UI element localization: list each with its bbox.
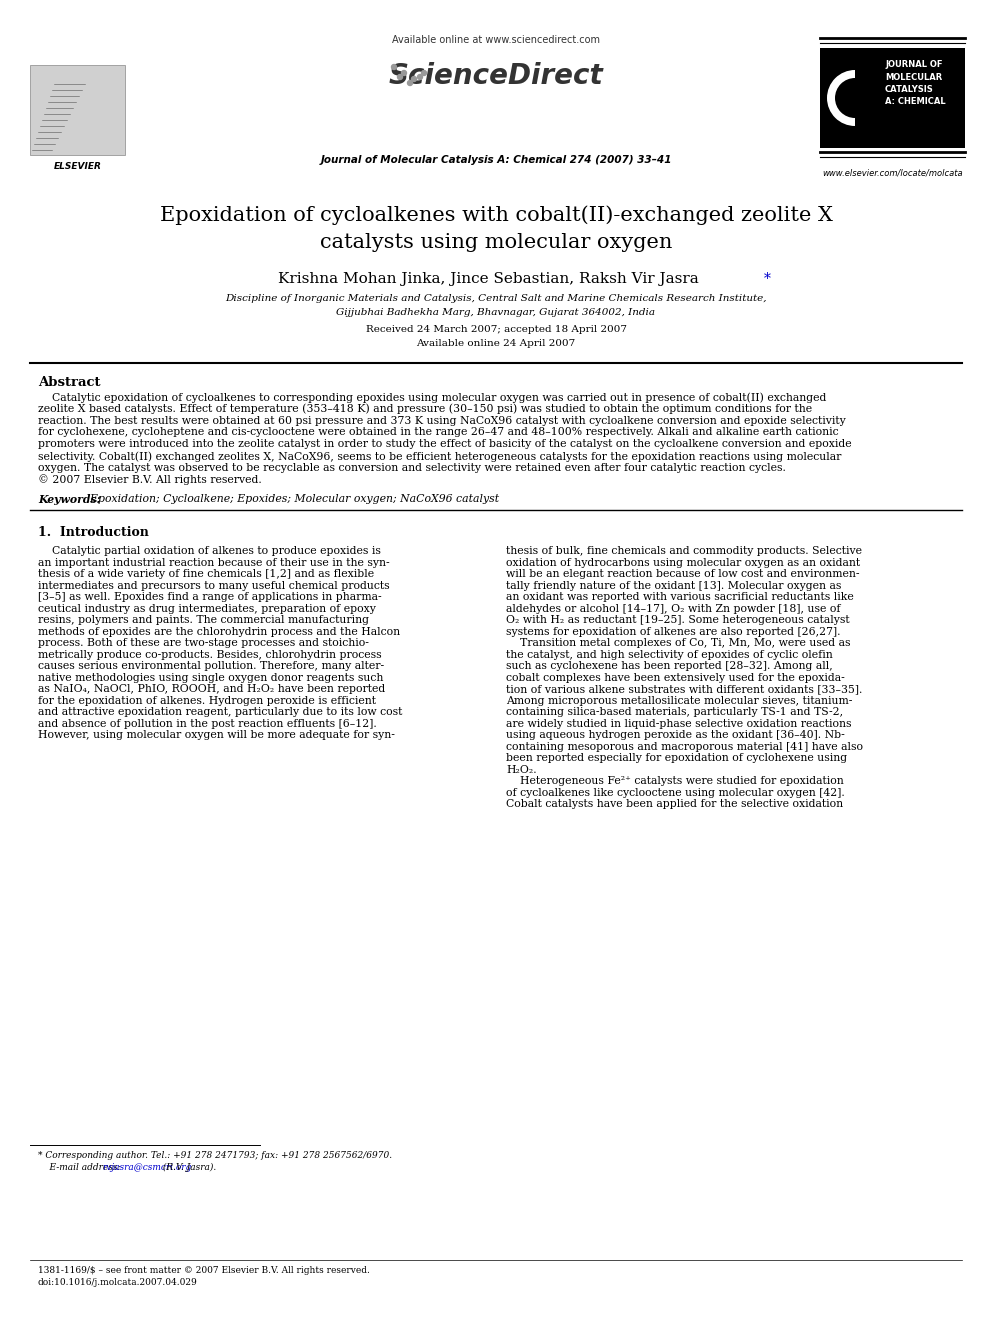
Circle shape (408, 81, 413, 86)
Circle shape (835, 78, 875, 118)
Text: Epoxidation; Cycloalkene; Epoxides; Molecular oxygen; NaCoX96 catalyst: Epoxidation; Cycloalkene; Epoxides; Mole… (83, 495, 499, 504)
Text: are widely studied in liquid-phase selective oxidation reactions: are widely studied in liquid-phase selec… (506, 718, 851, 729)
Text: Available online at www.sciencedirect.com: Available online at www.sciencedirect.co… (392, 34, 600, 45)
Text: aldehydes or alcohol [14–17], O₂ with Zn powder [18], use of: aldehydes or alcohol [14–17], O₂ with Zn… (506, 603, 840, 614)
Text: for cyclohexene, cycloheptene and cis-cyclooctene were obtained in the range 26–: for cyclohexene, cycloheptene and cis-cy… (38, 427, 838, 438)
Text: [3–5] as well. Epoxides find a range of applications in pharma-: [3–5] as well. Epoxides find a range of … (38, 593, 382, 602)
Text: the catalyst, and high selectivity of epoxides of cyclic olefin: the catalyst, and high selectivity of ep… (506, 650, 832, 660)
Text: doi:10.1016/j.molcata.2007.04.029: doi:10.1016/j.molcata.2007.04.029 (38, 1278, 197, 1287)
Text: an important industrial reaction because of their use in the syn-: an important industrial reaction because… (38, 558, 390, 568)
Text: ScienceDirect: ScienceDirect (389, 62, 603, 90)
Text: thesis of a wide variety of fine chemicals [1,2] and as flexible: thesis of a wide variety of fine chemica… (38, 569, 374, 579)
Text: www.elsevier.com/locate/molcata: www.elsevier.com/locate/molcata (822, 168, 963, 177)
Text: JOURNAL OF
MOLECULAR
CATALYSIS
A: CHEMICAL: JOURNAL OF MOLECULAR CATALYSIS A: CHEMIC… (885, 60, 945, 106)
Circle shape (418, 74, 423, 79)
Text: thesis of bulk, fine chemicals and commodity products. Selective: thesis of bulk, fine chemicals and commo… (506, 546, 862, 557)
Text: 1381-1169/$ – see front matter © 2007 Elsevier B.V. All rights reserved.: 1381-1169/$ – see front matter © 2007 El… (38, 1266, 370, 1275)
Text: *: * (764, 273, 771, 286)
Text: Krishna Mohan Jinka, Jince Sebastian, Raksh Vir Jasra: Krishna Mohan Jinka, Jince Sebastian, Ra… (278, 273, 698, 286)
Text: and absence of pollution in the post reaction effluents [6–12].: and absence of pollution in the post rea… (38, 718, 377, 729)
Text: Gijjubhai Badhekha Marg, Bhavnagar, Gujarat 364002, India: Gijjubhai Badhekha Marg, Bhavnagar, Guja… (336, 308, 656, 318)
Text: for the epoxidation of alkenes. Hydrogen peroxide is efficient: for the epoxidation of alkenes. Hydrogen… (38, 696, 376, 706)
Bar (820, 48, 965, 148)
Text: been reported especially for epoxidation of cyclohexene using: been reported especially for epoxidation… (506, 753, 847, 763)
Circle shape (402, 70, 407, 75)
Circle shape (827, 70, 883, 126)
Text: such as cyclohexene has been reported [28–32]. Among all,: such as cyclohexene has been reported [2… (506, 662, 832, 671)
Bar (855, 48, 885, 143)
Text: O₂ with H₂ as reductant [19–25]. Some heterogeneous catalyst: O₂ with H₂ as reductant [19–25]. Some he… (506, 615, 849, 626)
Text: Keywords:: Keywords: (38, 495, 100, 505)
Text: methods of epoxides are the chlorohydrin process and the Halcon: methods of epoxides are the chlorohydrin… (38, 627, 400, 636)
Text: Abstract: Abstract (38, 376, 100, 389)
Text: Received 24 March 2007; accepted 18 April 2007: Received 24 March 2007; accepted 18 Apri… (365, 325, 627, 333)
Circle shape (398, 74, 403, 79)
Text: ELSEVIER: ELSEVIER (54, 161, 102, 171)
Text: oxidation of hydrocarbons using molecular oxygen as an oxidant: oxidation of hydrocarbons using molecula… (506, 558, 860, 568)
Circle shape (392, 65, 397, 70)
Text: Epoxidation of cycloalkenes with cobalt(II)-exchanged zeolite X: Epoxidation of cycloalkenes with cobalt(… (160, 205, 832, 225)
Text: zeolite X based catalysts. Effect of temperature (353–418 K) and pressure (30–15: zeolite X based catalysts. Effect of tem… (38, 404, 812, 414)
Text: as NaIO₄, NaOCl, PhIO, ROOOH, and H₂O₂ have been reported: as NaIO₄, NaOCl, PhIO, ROOOH, and H₂O₂ h… (38, 684, 385, 695)
Text: promoters were introduced into the zeolite catalyst in order to study the effect: promoters were introduced into the zeoli… (38, 439, 851, 450)
Text: causes serious environmental pollution. Therefore, many alter-: causes serious environmental pollution. … (38, 662, 384, 671)
Text: rvjasra@csmcri.org: rvjasra@csmcri.org (102, 1163, 191, 1172)
Text: Catalytic epoxidation of cycloalkenes to corresponding epoxides using molecular : Catalytic epoxidation of cycloalkenes to… (38, 392, 826, 402)
Text: containing mesoporous and macroporous material [41] have also: containing mesoporous and macroporous ma… (506, 742, 863, 751)
Text: will be an elegant reaction because of low cost and environmen-: will be an elegant reaction because of l… (506, 569, 859, 579)
Circle shape (422, 70, 427, 75)
Text: ceutical industry as drug intermediates, preparation of epoxy: ceutical industry as drug intermediates,… (38, 603, 376, 614)
Text: an oxidant was reported with various sacrificial reductants like: an oxidant was reported with various sac… (506, 593, 854, 602)
Text: tally friendly nature of the oxidant [13]. Molecular oxygen as: tally friendly nature of the oxidant [13… (506, 581, 841, 591)
Text: native methodologies using single oxygen donor reagents such: native methodologies using single oxygen… (38, 673, 383, 683)
Circle shape (412, 77, 417, 82)
Text: Catalytic partial oxidation of alkenes to produce epoxides is: Catalytic partial oxidation of alkenes t… (38, 546, 381, 557)
Text: cobalt complexes have been extensively used for the epoxida-: cobalt complexes have been extensively u… (506, 673, 845, 683)
Text: catalysts using molecular oxygen: catalysts using molecular oxygen (319, 233, 673, 251)
Text: * Corresponding author. Tel.: +91 278 2471793; fax: +91 278 2567562/6970.: * Corresponding author. Tel.: +91 278 24… (38, 1151, 392, 1160)
Text: using aqueous hydrogen peroxide as the oxidant [36–40]. Nb-: using aqueous hydrogen peroxide as the o… (506, 730, 845, 741)
Text: Available online 24 April 2007: Available online 24 April 2007 (417, 339, 575, 348)
Text: intermediates and precursors to many useful chemical products: intermediates and precursors to many use… (38, 581, 390, 591)
Text: © 2007 Elsevier B.V. All rights reserved.: © 2007 Elsevier B.V. All rights reserved… (38, 475, 262, 486)
Text: 1.  Introduction: 1. Introduction (38, 527, 149, 540)
Text: Cobalt catalysts have been applied for the selective oxidation: Cobalt catalysts have been applied for t… (506, 799, 843, 810)
Text: process. Both of these are two-stage processes and stoichio-: process. Both of these are two-stage pro… (38, 639, 369, 648)
Text: selectivity. Cobalt(II) exchanged zeolites X, NaCoX96, seems to be efficient het: selectivity. Cobalt(II) exchanged zeolit… (38, 451, 841, 462)
Text: reaction. The best results were obtained at 60 psi pressure and 373 K using NaCo: reaction. The best results were obtained… (38, 415, 846, 426)
Text: tion of various alkene substrates with different oxidants [33–35].: tion of various alkene substrates with d… (506, 684, 862, 695)
Text: Transition metal complexes of Co, Ti, Mn, Mo, were used as: Transition metal complexes of Co, Ti, Mn… (506, 639, 850, 648)
Text: H₂O₂.: H₂O₂. (506, 765, 537, 775)
Text: resins, polymers and paints. The commercial manufacturing: resins, polymers and paints. The commerc… (38, 615, 369, 626)
Text: of cycloalkenes like cyclooctene using molecular oxygen [42].: of cycloalkenes like cyclooctene using m… (506, 789, 845, 798)
Text: (R.V. Jasra).: (R.V. Jasra). (160, 1163, 216, 1172)
Text: Discipline of Inorganic Materials and Catalysis, Central Salt and Marine Chemica: Discipline of Inorganic Materials and Ca… (225, 294, 767, 303)
Text: and attractive epoxidation reagent, particularly due to its low cost: and attractive epoxidation reagent, part… (38, 708, 403, 717)
Text: Heterogeneous Fe²⁺ catalysts were studied for epoxidation: Heterogeneous Fe²⁺ catalysts were studie… (506, 777, 844, 786)
Text: Journal of Molecular Catalysis A: Chemical 274 (2007) 33–41: Journal of Molecular Catalysis A: Chemic… (320, 155, 672, 165)
Text: systems for epoxidation of alkenes are also reported [26,27].: systems for epoxidation of alkenes are a… (506, 627, 840, 636)
Text: E-mail address:: E-mail address: (38, 1163, 123, 1172)
Text: containing silica-based materials, particularly TS-1 and TS-2,: containing silica-based materials, parti… (506, 708, 843, 717)
Text: However, using molecular oxygen will be more adequate for syn-: However, using molecular oxygen will be … (38, 730, 395, 741)
Bar (30, 65, 125, 155)
Text: oxygen. The catalyst was observed to be recyclable as conversion and selectivity: oxygen. The catalyst was observed to be … (38, 463, 786, 472)
Text: metrically produce co-products. Besides, chlorohydrin process: metrically produce co-products. Besides,… (38, 650, 382, 660)
Text: Among microporous metallosilicate molecular sieves, titanium-: Among microporous metallosilicate molecu… (506, 696, 852, 706)
